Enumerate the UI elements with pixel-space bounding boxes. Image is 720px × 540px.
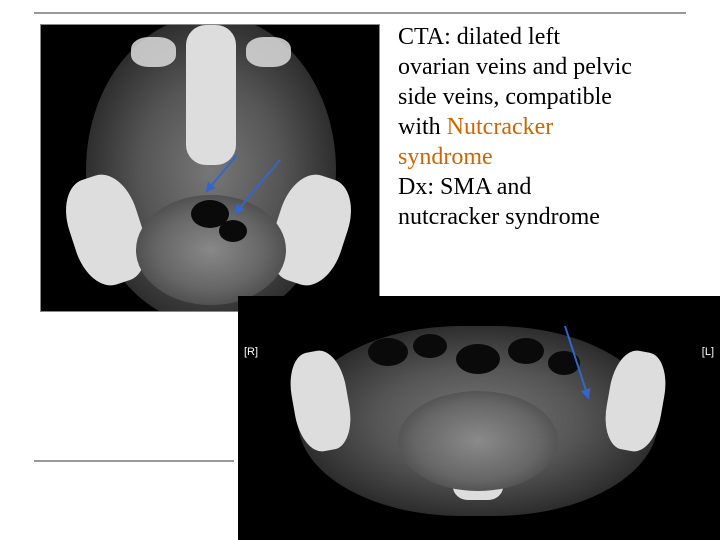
ct-axial-image: [R] [L]: [238, 296, 720, 540]
text-highlight-2: syndrome: [398, 144, 493, 170]
spine: [186, 25, 236, 165]
text-highlight-1: Nutcracker: [447, 114, 554, 140]
bowel-2: [413, 334, 447, 358]
orientation-label-r: [R]: [244, 346, 258, 358]
bowel-3: [456, 344, 500, 374]
ct-coronal-image: ct: [40, 24, 380, 312]
uterus-mass: [398, 391, 558, 491]
kidney-left: [246, 37, 291, 67]
divider-bottom: [34, 460, 234, 462]
text-line-2: ovarian veins and pelvic: [398, 54, 632, 80]
text-line-5: Dx: SMA and: [398, 174, 531, 200]
bowel-1: [368, 338, 408, 366]
text-line-3: side veins, compatible: [398, 84, 612, 110]
bowel-4: [508, 338, 544, 364]
text-line-4a: with: [398, 114, 447, 140]
cavity-2: [219, 220, 247, 242]
divider-top: [34, 12, 686, 14]
text-line-6: nutcracker syndrome: [398, 204, 600, 230]
orientation-label-l: [L]: [702, 346, 714, 358]
text-line-1: CTA: dilated left: [398, 24, 560, 50]
findings-text: CTA: dilated left ovarian veins and pelv…: [398, 22, 698, 232]
kidney-right: [131, 37, 176, 67]
